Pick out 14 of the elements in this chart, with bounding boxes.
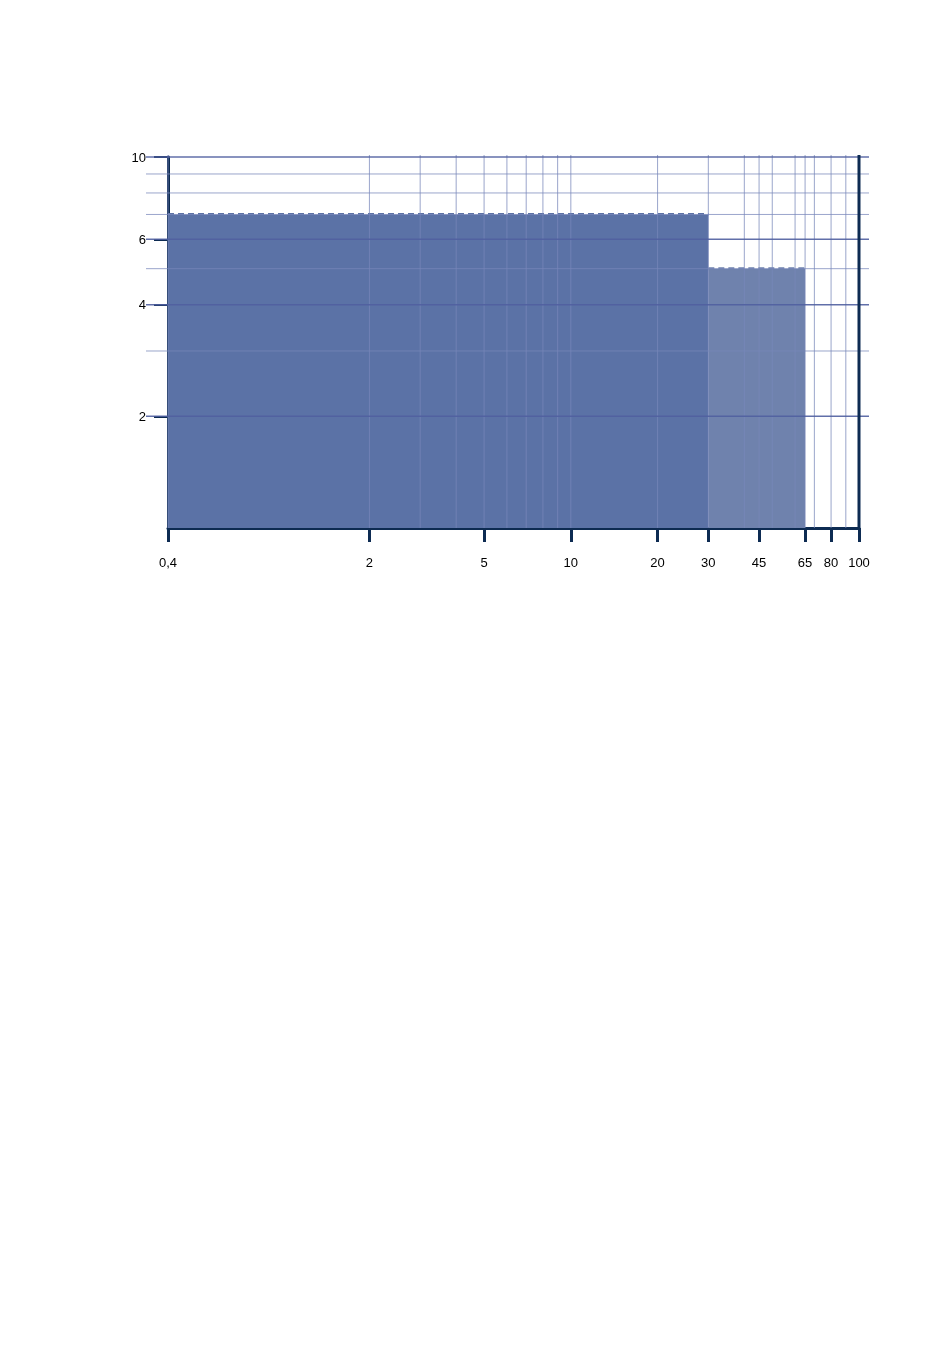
y-tick-label: 2 (138, 408, 146, 424)
x-tick-label: 2 (365, 555, 374, 570)
x-tick-label: 45 (751, 555, 767, 570)
x-tick-label: 30 (701, 555, 716, 570)
x-tick-label: 100 (848, 555, 870, 570)
x-tick-label: 5 (480, 555, 488, 570)
y-tick-label: 10 (131, 149, 146, 165)
x-tick-label: 10 (563, 555, 579, 570)
x-tick-label: 80 (823, 555, 839, 570)
x-tick-label: 65 (797, 555, 813, 570)
y-tick-label: 4 (138, 297, 146, 313)
x-tick-label: 0,4 (158, 555, 178, 570)
x-tick-label: 20 (650, 555, 665, 570)
y-tick-label: 6 (138, 231, 146, 247)
